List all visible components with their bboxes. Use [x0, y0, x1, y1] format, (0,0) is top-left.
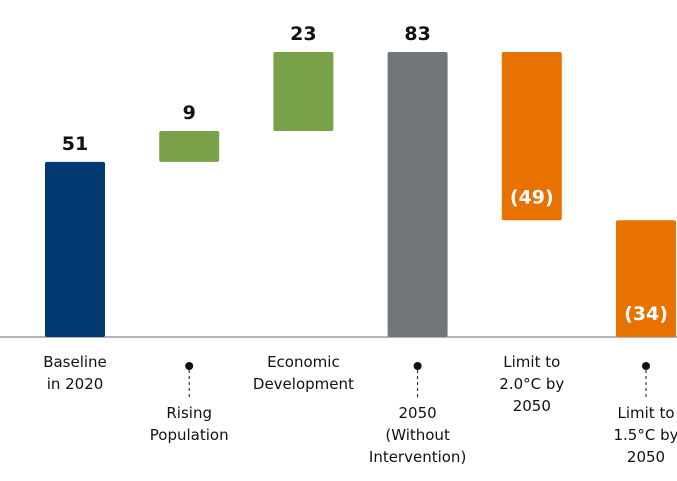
category-label: Economic Development [252, 353, 354, 393]
connector-dot [413, 362, 422, 370]
value-label: (49) [510, 186, 554, 208]
connector-dot [642, 362, 650, 370]
value-label: 83 [404, 23, 430, 45]
bar [159, 130, 220, 162]
category-label: Baseline in 2020 [43, 353, 107, 393]
bar [273, 52, 334, 131]
category-label: Rising Population [149, 404, 229, 444]
bar [616, 220, 676, 337]
value-label: 23 [290, 23, 316, 45]
bar [45, 161, 105, 337]
value-label: 9 [183, 102, 196, 124]
bar [387, 52, 448, 337]
category-label: Limit to 1.5°C by 2050 [613, 404, 677, 466]
value-label: 51 [62, 133, 88, 155]
value-label: (34) [624, 303, 668, 325]
category-label: Limit to 2.0°C by 2050 [499, 353, 565, 415]
connector-dot [185, 362, 194, 370]
category-label: 2050 (Without Intervention) [368, 404, 467, 466]
bar [501, 52, 562, 221]
